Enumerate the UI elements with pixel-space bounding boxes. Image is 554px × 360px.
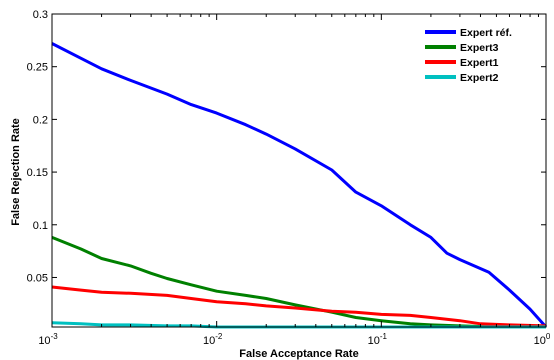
y-tick-label: 0.25 — [27, 62, 48, 74]
series-line-1 — [51, 42, 548, 328]
y-axis-title: False Rejection Rate — [10, 118, 22, 226]
legend-label-3: Expert1 — [460, 57, 499, 69]
x-tick-label: 10-1 — [368, 332, 388, 347]
y-tick-label: 0.3 — [33, 9, 48, 21]
legend-label-1: Expert réf. — [460, 27, 512, 39]
series-line-3 — [51, 285, 547, 328]
x-tick-exponent: -1 — [380, 332, 388, 341]
x-axis-title: False Acceptance Rate — [239, 348, 358, 360]
x-axis: 10-3 10-2 10-1 100 — [38, 14, 551, 347]
plot-frame — [51, 13, 547, 328]
x-tick-exponent: 0 — [546, 332, 551, 341]
y-tick-label: 0.05 — [27, 272, 48, 284]
x-tick-exponent: -2 — [215, 332, 223, 341]
legend-label-2: Expert3 — [460, 42, 499, 54]
y-tick-label: 0.1 — [33, 220, 48, 232]
y-tick-label: 0.2 — [33, 114, 48, 126]
legend-label-4: Expert2 — [460, 72, 499, 84]
legend: Expert réf. Expert3 Expert1 Expert2 — [420, 22, 532, 88]
y-axis: 0.05 0.1 0.15 0.2 0.25 0.3 — [27, 9, 546, 284]
x-tick-label: 10-3 — [38, 332, 58, 347]
x-tick-label: 10-2 — [203, 332, 223, 347]
x-tick-exponent: -3 — [51, 332, 59, 341]
x-tick-label: 100 — [534, 332, 551, 347]
y-tick-label: 0.15 — [27, 167, 48, 179]
